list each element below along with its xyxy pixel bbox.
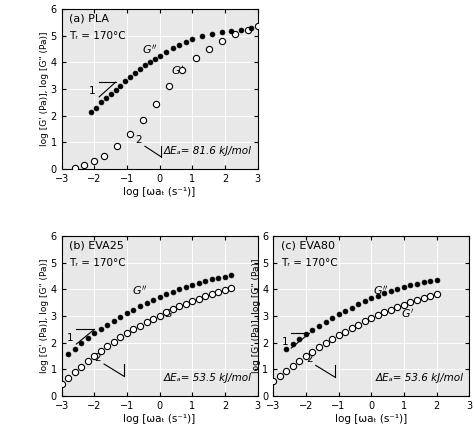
Text: 1: 1 [66, 333, 73, 343]
Text: $G'$: $G'$ [171, 64, 184, 77]
Text: Tᵣ = 170°C: Tᵣ = 170°C [70, 31, 126, 41]
Text: 2: 2 [135, 135, 142, 145]
Text: ΔEₐ= 81.6 kJ/mol: ΔEₐ= 81.6 kJ/mol [164, 146, 252, 156]
X-axis label: log [ωaₜ (s⁻¹)]: log [ωaₜ (s⁻¹)] [335, 414, 407, 424]
Text: $G''$: $G''$ [132, 284, 147, 297]
Y-axis label: log [G' (Pa)], log [G" (Pa)]: log [G' (Pa)], log [G" (Pa)] [252, 259, 261, 373]
Y-axis label: log [G' (Pa)], log [G" (Pa)]: log [G' (Pa)], log [G" (Pa)] [40, 259, 49, 373]
Text: $G'$: $G'$ [163, 307, 176, 320]
Text: Tᵣ = 170°C: Tᵣ = 170°C [70, 259, 126, 268]
X-axis label: log [ωaₜ (s⁻¹)]: log [ωaₜ (s⁻¹)] [124, 186, 196, 197]
Text: ΔEₐ= 53.5 kJ/mol: ΔEₐ= 53.5 kJ/mol [164, 373, 252, 383]
Text: $G''$: $G''$ [142, 43, 157, 56]
Text: (c) EVA80: (c) EVA80 [281, 241, 335, 251]
Text: $G'$: $G'$ [401, 307, 414, 320]
Text: (b) EVA25: (b) EVA25 [70, 241, 124, 251]
Text: $G''$: $G''$ [373, 284, 389, 297]
Text: Tᵣ = 170°C: Tᵣ = 170°C [281, 259, 338, 268]
Text: ΔEₐ= 53.6 kJ/mol: ΔEₐ= 53.6 kJ/mol [375, 373, 464, 383]
Y-axis label: log [G' (Pa)], log [G" (Pa)]: log [G' (Pa)], log [G" (Pa)] [40, 32, 49, 146]
Text: (a) PLA: (a) PLA [70, 14, 109, 24]
Text: 1: 1 [282, 337, 288, 347]
Text: 1: 1 [89, 85, 96, 96]
X-axis label: log [ωaₜ (s⁻¹)]: log [ωaₜ (s⁻¹)] [124, 414, 196, 424]
Text: 2: 2 [306, 354, 312, 364]
Text: 2: 2 [94, 353, 101, 363]
